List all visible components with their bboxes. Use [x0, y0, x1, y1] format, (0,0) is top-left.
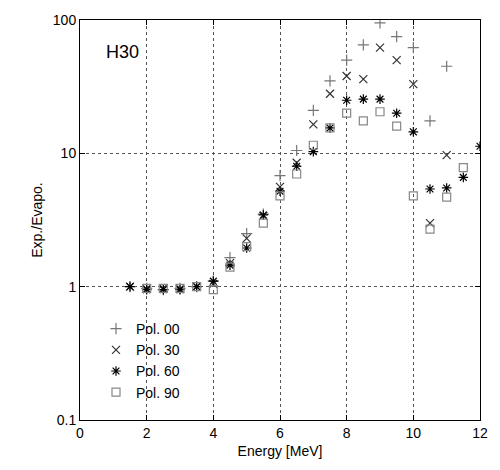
svg-text:Pol. 00: Pol. 00 — [136, 321, 180, 337]
svg-text:4: 4 — [209, 425, 217, 441]
svg-text:0.1: 0.1 — [57, 412, 77, 428]
svg-text:10: 10 — [406, 425, 422, 441]
svg-text:H30: H30 — [106, 42, 139, 62]
svg-text:0: 0 — [76, 425, 84, 441]
svg-text:Pol. 90: Pol. 90 — [136, 385, 180, 401]
svg-text:1: 1 — [68, 279, 76, 295]
svg-text:Exp./Evapo.: Exp./Evapo. — [29, 182, 45, 258]
svg-text:Energy [MeV]: Energy [MeV] — [238, 443, 323, 459]
svg-text:Pol. 30: Pol. 30 — [136, 342, 180, 358]
svg-text:Pol. 60: Pol. 60 — [136, 363, 180, 379]
svg-text:10: 10 — [61, 145, 77, 161]
svg-text:6: 6 — [276, 425, 284, 441]
svg-text:8: 8 — [343, 425, 351, 441]
svg-text:2: 2 — [143, 425, 151, 441]
svg-text:12: 12 — [472, 425, 488, 441]
svg-text:100: 100 — [53, 12, 77, 28]
